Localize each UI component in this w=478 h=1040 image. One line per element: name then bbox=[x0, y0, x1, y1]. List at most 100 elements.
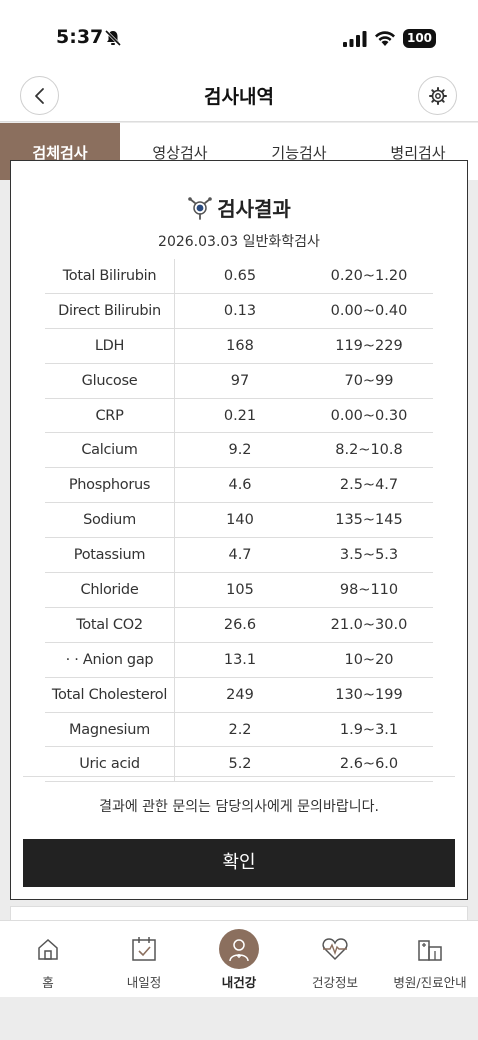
table-row: Uric acid 5.2 2.6~6.0 bbox=[45, 747, 433, 783]
table-row: · · Anion gap 13.1 10~20 bbox=[45, 642, 433, 678]
wifi-icon bbox=[375, 31, 395, 46]
reference-range: 70~99 bbox=[344, 372, 394, 389]
test-name: CRP bbox=[45, 398, 175, 433]
test-name: Sodium bbox=[45, 503, 175, 538]
status-time: 5:37 bbox=[56, 26, 104, 48]
microscope-test-icon bbox=[188, 197, 212, 220]
reference-range: 2.5~4.7 bbox=[339, 477, 399, 494]
nav-label: 병원/진료안내 bbox=[393, 975, 467, 990]
chevron-left-icon bbox=[35, 88, 44, 104]
test-name: · · Anion gap bbox=[45, 642, 175, 677]
modal-title-row: 검사결과 bbox=[11, 193, 467, 222]
nav-schedule[interactable]: 내일정 bbox=[96, 921, 192, 998]
heart-pulse-icon bbox=[322, 938, 348, 961]
hospital-icon bbox=[418, 940, 442, 961]
table-row: LDH 168 119~229 bbox=[45, 328, 433, 364]
divider bbox=[23, 776, 455, 777]
home-indicator-area bbox=[0, 997, 478, 1040]
test-value: 0.21 bbox=[223, 407, 257, 424]
reference-range: 8.2~10.8 bbox=[335, 442, 403, 459]
nav-health-info[interactable]: 건강정보 bbox=[287, 921, 383, 998]
test-value: 26.6 bbox=[223, 616, 257, 633]
tab-imaging[interactable]: 영상검사 bbox=[152, 144, 208, 162]
table-row: Total Bilirubin 0.65 0.20~1.20 bbox=[45, 259, 433, 294]
test-value: 5.2 bbox=[228, 756, 252, 773]
nav-my-health[interactable]: 내건강 bbox=[191, 921, 287, 998]
test-value: 0.13 bbox=[223, 302, 257, 319]
test-name: Direct Bilirubin bbox=[45, 293, 175, 328]
calendar-icon bbox=[132, 937, 156, 961]
status-bar: 5:37 100 bbox=[0, 0, 478, 70]
test-name: Total Bilirubin bbox=[45, 259, 175, 293]
test-name: Glucose bbox=[45, 363, 175, 398]
reference-range: 1.9~3.1 bbox=[339, 721, 399, 738]
table-row: Direct Bilirubin 0.13 0.00~0.40 bbox=[45, 293, 433, 329]
home-icon bbox=[38, 938, 58, 960]
test-name: Chloride bbox=[45, 573, 175, 607]
test-value: 140 bbox=[226, 512, 254, 529]
test-value: 9.2 bbox=[228, 442, 252, 459]
table-row: Sodium 140 135~145 bbox=[45, 503, 433, 539]
table-row: Total Cholesterol 249 130~199 bbox=[45, 677, 433, 713]
reference-range: 0.00~0.30 bbox=[330, 407, 408, 424]
reference-range: 130~199 bbox=[335, 686, 403, 703]
confirm-button[interactable]: 확인 bbox=[23, 839, 455, 887]
table-row: Calcium 9.2 8.2~10.8 bbox=[45, 433, 433, 469]
test-name: Calcium bbox=[45, 433, 175, 468]
page-title: 검사내역 bbox=[204, 86, 274, 108]
active-indicator bbox=[219, 929, 259, 969]
test-value: 4.7 bbox=[228, 547, 252, 564]
reference-range: 3.5~5.3 bbox=[339, 547, 399, 564]
signal-icon bbox=[343, 31, 367, 47]
table-row: Phosphorus 4.6 2.5~4.7 bbox=[45, 468, 433, 504]
results-table: Total Bilirubin 0.65 0.20~1.20 Direct Bilir… bbox=[45, 259, 433, 783]
app-header: 검사내역 bbox=[0, 70, 478, 122]
test-name: Total Cholesterol bbox=[45, 677, 175, 712]
tab-pathology[interactable]: 병리검사 bbox=[390, 144, 446, 162]
tab-function[interactable]: 기능검사 bbox=[271, 144, 327, 162]
reference-range: 21.0~30.0 bbox=[330, 616, 408, 633]
reference-range: 2.6~6.0 bbox=[339, 756, 399, 773]
test-value: 4.6 bbox=[228, 477, 252, 494]
test-name: Phosphorus bbox=[45, 468, 175, 503]
bottom-nav: 홈 내일정 내건강 건강정보 병원/진료안내 bbox=[0, 920, 478, 997]
test-name: Uric acid bbox=[45, 747, 175, 782]
modal-subtitle: 2026.03.03 일반화학검사 bbox=[158, 234, 320, 250]
reference-range: 98~110 bbox=[339, 581, 399, 598]
reference-range: 0.00~0.40 bbox=[330, 302, 408, 319]
test-value: 105 bbox=[226, 581, 254, 598]
test-value: 168 bbox=[226, 337, 254, 354]
test-value: 13.1 bbox=[223, 651, 257, 668]
nav-label: 내건강 bbox=[221, 975, 257, 990]
test-name: Potassium bbox=[45, 538, 175, 573]
table-row: Chloride 105 98~110 bbox=[45, 573, 433, 608]
nav-home[interactable]: 홈 bbox=[0, 921, 96, 998]
notice-text: 결과에 관한 문의는 담당의사에게 문의바랍니다. bbox=[99, 799, 379, 815]
person-icon bbox=[229, 939, 249, 962]
result-modal: 검사결과 2026.03.03 일반화학검사 Total Bilirubin 0.… bbox=[10, 160, 468, 900]
test-value: 2.2 bbox=[228, 721, 252, 738]
table-row: Glucose 97 70~99 bbox=[45, 363, 433, 399]
settings-button[interactable] bbox=[418, 76, 457, 115]
reference-range: 135~145 bbox=[335, 512, 403, 529]
table-row: Potassium 4.7 3.5~5.3 bbox=[45, 538, 433, 574]
nav-hospital-info[interactable]: 병원/진료안내 bbox=[382, 921, 478, 998]
gear-icon bbox=[429, 87, 447, 105]
test-name: Magnesium bbox=[45, 712, 175, 747]
test-value: 97 bbox=[230, 372, 250, 389]
test-name: Total CO2 bbox=[45, 607, 175, 642]
reference-range: 10~20 bbox=[344, 651, 394, 668]
reference-range: 0.20~1.20 bbox=[330, 267, 408, 284]
test-name: LDH bbox=[45, 328, 175, 363]
nav-label: 내일정 bbox=[126, 975, 162, 990]
modal-title: 검사결과 bbox=[217, 197, 291, 221]
table-row: CRP 0.21 0.00~0.30 bbox=[45, 398, 433, 434]
nav-label: 홈 bbox=[42, 975, 54, 990]
table-row: Magnesium 2.2 1.9~3.1 bbox=[45, 712, 433, 748]
table-row: Total CO2 26.6 21.0~30.0 bbox=[45, 607, 433, 643]
back-button[interactable] bbox=[20, 76, 59, 115]
nav-label: 건강정보 bbox=[311, 975, 358, 990]
bell-muted-icon bbox=[104, 29, 122, 47]
battery-indicator: 100 bbox=[403, 29, 436, 48]
test-value: 249 bbox=[226, 686, 254, 703]
